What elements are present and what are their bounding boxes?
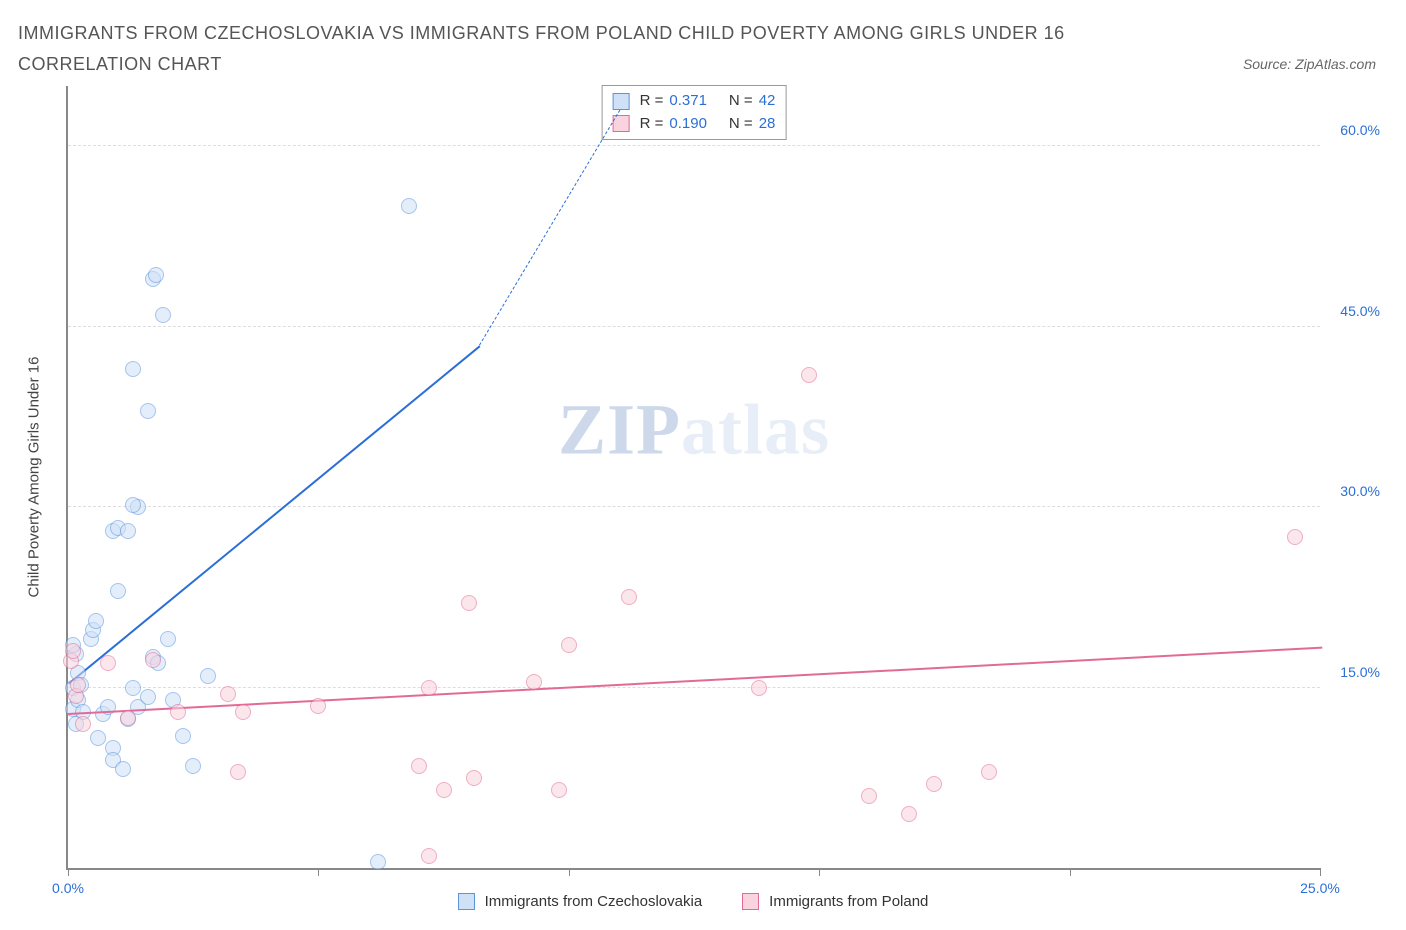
x-tick [1070, 868, 1071, 876]
data-point [401, 198, 417, 214]
data-point [861, 788, 877, 804]
series-swatch [613, 93, 630, 110]
watermark-suffix: atlas [681, 390, 830, 470]
series-swatch [742, 893, 759, 910]
y-axis-title: Child Poverty Among Girls Under 16 [26, 357, 43, 598]
x-tick [569, 868, 570, 876]
grid-line [68, 506, 1320, 507]
stat-r-label: R = [640, 113, 664, 136]
legend-label: Immigrants from Czechoslovakia [485, 893, 703, 910]
data-point [436, 782, 452, 798]
chart-container: ZIPatlas Child Poverty Among Girls Under… [18, 86, 1388, 912]
data-point [901, 806, 917, 822]
data-point [125, 361, 141, 377]
data-point [185, 758, 201, 774]
y-tick-label: 30.0% [1326, 483, 1380, 499]
data-point [170, 704, 186, 720]
data-point [466, 770, 482, 786]
data-point [235, 704, 251, 720]
legend-item: Immigrants from Czechoslovakia [458, 893, 703, 910]
stat-r-value: 0.190 [669, 113, 707, 136]
data-point [88, 613, 104, 629]
data-point [175, 728, 191, 744]
watermark: ZIPatlas [558, 389, 830, 472]
data-point [115, 761, 131, 777]
chart-title: IMMIGRANTS FROM CZECHOSLOVAKIA VS IMMIGR… [18, 18, 1118, 79]
x-tick [318, 868, 319, 876]
data-point [1287, 529, 1303, 545]
data-point [411, 758, 427, 774]
data-point [120, 523, 136, 539]
x-tick [819, 868, 820, 876]
data-point [751, 680, 767, 696]
data-point [125, 497, 141, 513]
y-tick-label: 60.0% [1326, 122, 1380, 138]
data-point [981, 764, 997, 780]
data-point [140, 403, 156, 419]
bottom-legend: Immigrants from Czechoslovakia Immigrants… [66, 890, 1320, 912]
data-point [125, 680, 141, 696]
data-point [230, 764, 246, 780]
data-point [801, 367, 817, 383]
stats-row: R =0.190 N = 28 [613, 113, 776, 136]
legend-item: Immigrants from Poland [742, 893, 928, 910]
data-point [110, 583, 126, 599]
x-tick [1320, 868, 1321, 876]
data-point [148, 267, 164, 283]
y-tick-label: 45.0% [1326, 303, 1380, 319]
stat-n-label: N = [729, 90, 753, 113]
y-tick-label: 15.0% [1326, 664, 1380, 680]
data-point [145, 652, 161, 668]
data-point [926, 776, 942, 792]
data-point [621, 589, 637, 605]
stat-n-label: N = [729, 113, 753, 136]
stat-r-label: R = [640, 90, 664, 113]
source-label: Source: ZipAtlas.com [1243, 56, 1376, 72]
plot-area: ZIPatlas Child Poverty Among Girls Under… [66, 86, 1320, 870]
data-point [310, 698, 326, 714]
data-point [65, 643, 81, 659]
grid-line [68, 326, 1320, 327]
data-point [561, 637, 577, 653]
data-point [551, 782, 567, 798]
grid-line [68, 687, 1320, 688]
data-point [140, 689, 156, 705]
legend-label: Immigrants from Poland [769, 893, 928, 910]
data-point [90, 730, 106, 746]
data-point [421, 848, 437, 864]
stats-legend-box: R =0.371 N = 42 R =0.190 N = 28 [602, 85, 787, 140]
watermark-prefix: ZIP [558, 390, 681, 470]
data-point [200, 668, 216, 684]
data-point [220, 686, 236, 702]
series-swatch [458, 893, 475, 910]
data-point [100, 655, 116, 671]
x-tick [68, 868, 69, 876]
data-point [370, 854, 386, 870]
trend-line [68, 345, 481, 684]
data-point [526, 674, 542, 690]
trend-line [68, 647, 1322, 715]
stat-r-value: 0.371 [669, 90, 707, 113]
data-point [421, 680, 437, 696]
stats-row: R =0.371 N = 42 [613, 90, 776, 113]
data-point [461, 595, 477, 611]
data-point [75, 716, 91, 732]
data-point [70, 677, 86, 693]
data-point [155, 307, 171, 323]
grid-line [68, 145, 1320, 146]
data-point [120, 710, 136, 726]
stat-n-value: 28 [759, 113, 776, 136]
stat-n-value: 42 [759, 90, 776, 113]
data-point [160, 631, 176, 647]
